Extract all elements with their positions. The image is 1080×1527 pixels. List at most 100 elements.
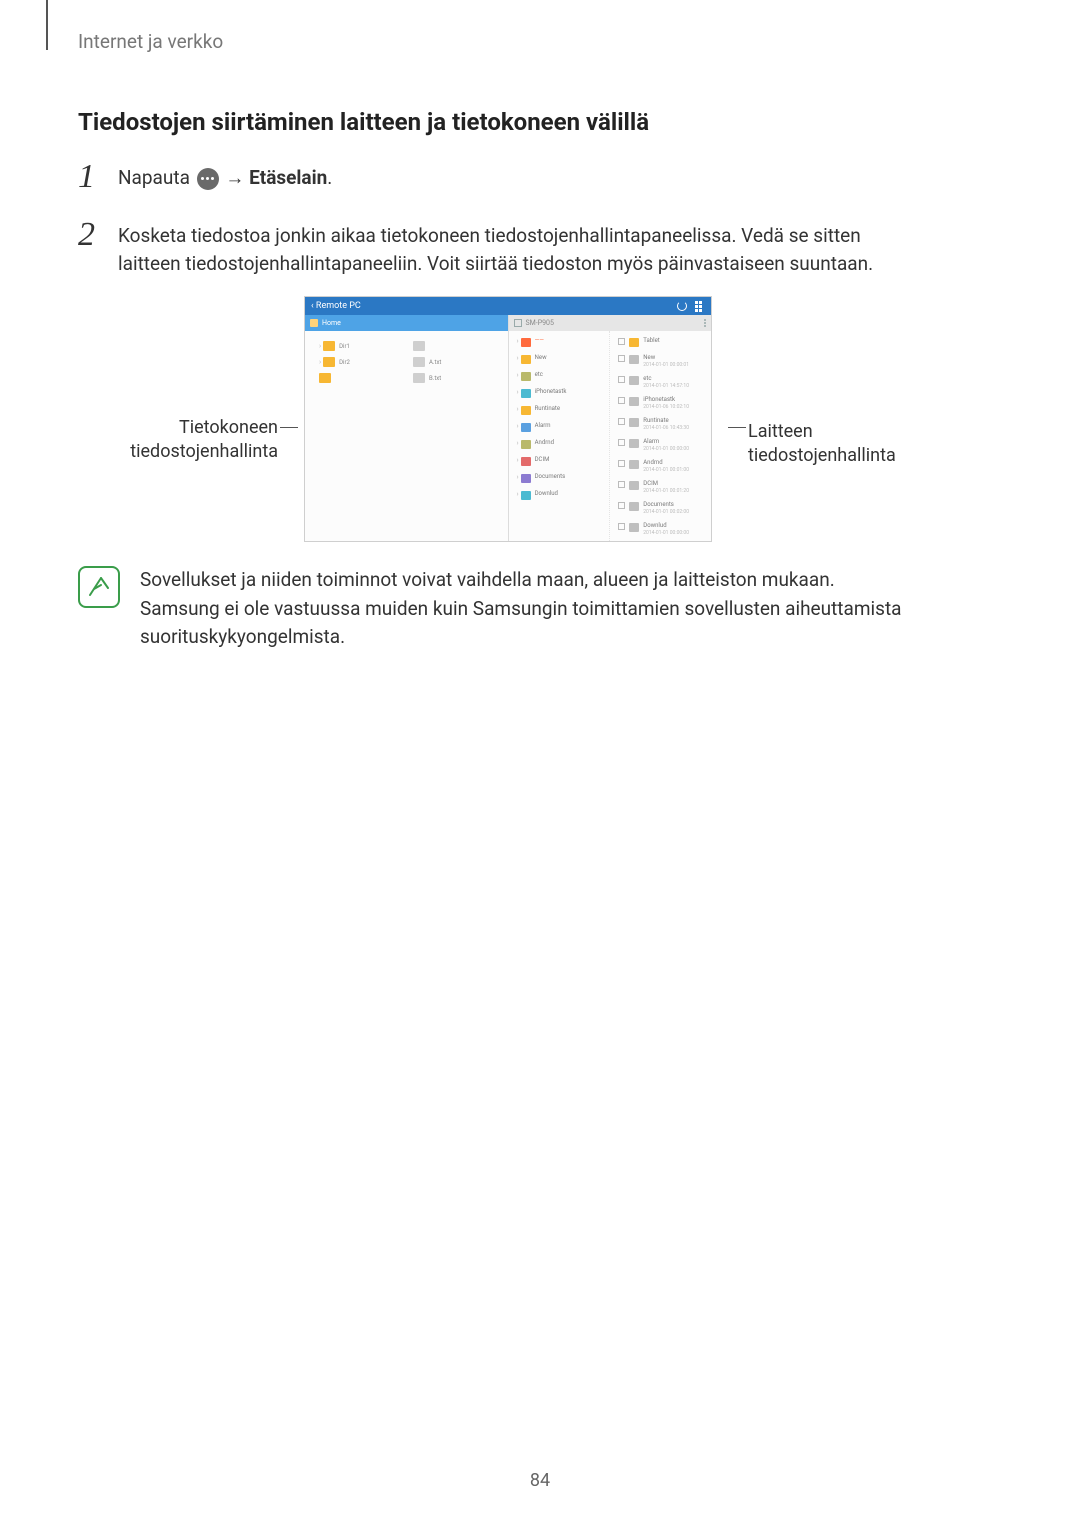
pc-item[interactable] <box>319 373 389 383</box>
info-note: Sovellukset ja niiden toiminnot voivat v… <box>78 566 918 652</box>
refresh-icon[interactable] <box>677 301 687 311</box>
step-body: Napauta → Etäselain. <box>118 160 332 192</box>
device-item[interactable]: New2014-01-01 00:00:01 <box>618 354 707 368</box>
checkbox[interactable] <box>618 355 625 362</box>
chevron-icon: › <box>517 337 519 345</box>
checkbox[interactable] <box>618 460 625 467</box>
folder-icon <box>323 341 335 351</box>
device-item[interactable]: Downlud2014-01-01 00:00:00 <box>618 522 707 536</box>
step1-post: . <box>327 166 332 189</box>
checkbox[interactable] <box>618 397 625 404</box>
breadcrumb: Internet ja verkko <box>78 30 223 53</box>
folder-icon <box>413 373 425 383</box>
pc-item[interactable]: B.txt <box>413 373 483 383</box>
chevron-icon: › <box>517 405 519 413</box>
pc-item[interactable]: ›Dir1 <box>319 341 389 351</box>
device-item[interactable]: iPhonetastk2014-01-06 10:02:10 <box>618 396 707 410</box>
chevron-icon: › <box>517 439 519 447</box>
device-item[interactable]: Documents2014-01-01 00:02:00 <box>618 501 707 515</box>
folder-icon <box>629 523 639 532</box>
folder-icon <box>413 357 425 367</box>
callout-line <box>280 427 298 428</box>
device-item-sub: 2014-01-06 10:02:10 <box>643 404 689 410</box>
device-item-name: New <box>535 354 547 361</box>
app-topbar: ‹ Remote PC <box>305 297 711 315</box>
caption-pc-l1: Tietokoneen <box>179 417 278 438</box>
folder-icon <box>629 481 639 490</box>
figure: Tietokoneen tiedostojenhallinta ‹ Remote… <box>78 296 938 556</box>
device-item-sub: 2014-01-01 00:01:00 <box>643 467 689 473</box>
step-1: 1 Napauta → Etäselain. <box>78 160 332 194</box>
pc-pane: Home ›Dir1 ›Dir2 A.txt B.txt <box>305 315 508 541</box>
chevron-icon: › <box>517 388 519 396</box>
device-pane-header: SM-P905 <box>509 315 712 331</box>
caption-pc: Tietokoneen tiedostojenhallinta <box>78 416 278 465</box>
chevron-icon: › <box>319 358 321 366</box>
folder-icon <box>521 338 531 347</box>
step-number: 1 <box>78 160 100 194</box>
folder-icon <box>413 341 425 351</box>
step-body: Kosketa tiedostoa jonkin aikaa tietokone… <box>118 218 928 277</box>
device-item[interactable]: DCIM2014-01-01 00:01:20 <box>618 480 707 494</box>
device-item-name: etc <box>643 375 689 382</box>
kebab-icon[interactable] <box>704 319 706 327</box>
device-item[interactable]: ›DCIM <box>517 456 606 466</box>
device-item[interactable]: ›etc <box>517 371 606 381</box>
caption-dev-l2: tiedostojenhallinta <box>748 445 896 466</box>
device-item[interactable]: › Runtinate <box>517 405 606 415</box>
device-item[interactable]: Alarm2014-01-01 00:00:00 <box>618 438 707 452</box>
folder-icon <box>521 423 531 432</box>
pc-item[interactable] <box>413 341 483 351</box>
device-item[interactable]: Runtinate2014-01-06 10:43:30 <box>618 417 707 431</box>
checkbox[interactable] <box>618 523 625 530</box>
caption-dev-l1: Laitteen <box>748 421 813 442</box>
page-crop-mark <box>46 0 48 50</box>
device-item-name: Tablet <box>643 337 660 344</box>
device-item-sub: 2014-01-01 00:02:00 <box>643 509 689 515</box>
folder-icon <box>521 491 531 500</box>
folder-icon <box>521 389 531 398</box>
more-icon <box>197 168 219 190</box>
device-item-name: Runtinate <box>643 417 689 424</box>
device-item-name: Alarm <box>643 438 689 445</box>
device-item[interactable]: Andrnd2014-01-01 00:01:00 <box>618 459 707 473</box>
device-item-name: iPhonetastk <box>535 388 567 395</box>
device-item-name: Documents <box>535 473 566 480</box>
device-item[interactable]: etc2014-01-01 14:57:10 <box>618 375 707 389</box>
device-item-name: Runtinate <box>535 405 560 412</box>
device-item[interactable]: › Andrnd <box>517 439 606 449</box>
device-item-name: Alarm <box>535 422 551 429</box>
device-item[interactable]: › iPhonetastk <box>517 388 606 398</box>
callout-line <box>728 427 746 428</box>
folder-icon <box>629 460 639 469</box>
device-item[interactable]: ›Documents <box>517 473 606 483</box>
apps-icon[interactable] <box>695 301 705 311</box>
device-item-name: Downlud <box>643 522 689 529</box>
checkbox[interactable] <box>618 338 625 345</box>
checkbox[interactable] <box>618 418 625 425</box>
checkbox[interactable] <box>618 376 625 383</box>
storage-icon <box>514 319 522 327</box>
checkbox[interactable] <box>618 481 625 488</box>
device-item-name: etc <box>535 371 543 378</box>
folder-icon <box>310 319 318 327</box>
folder-icon <box>521 474 531 483</box>
device-item[interactable]: ›—— <box>517 337 606 347</box>
step1-bold: Etäselain <box>249 166 327 189</box>
caption-pc-l2: tiedostojenhallinta <box>130 441 278 462</box>
step1-pre: Napauta <box>118 166 195 189</box>
pc-item[interactable]: A.txt <box>413 357 483 367</box>
caption-device: Laitteen tiedostojenhallinta <box>748 420 938 469</box>
device-item[interactable]: ›Alarm <box>517 422 606 432</box>
device-item[interactable]: ›New <box>517 354 606 364</box>
checkbox[interactable] <box>618 502 625 509</box>
device-item[interactable]: ›Downlud <box>517 490 606 500</box>
page-number: 84 <box>0 1470 1080 1491</box>
pc-header-label: Home <box>322 319 341 327</box>
device-item[interactable]: Tablet <box>618 337 707 347</box>
pc-item[interactable]: ›Dir2 <box>319 357 389 367</box>
chevron-icon: › <box>319 342 321 350</box>
pc-item-label: B.txt <box>429 375 441 382</box>
checkbox[interactable] <box>618 439 625 446</box>
device-item-name: Andrnd <box>535 439 554 446</box>
